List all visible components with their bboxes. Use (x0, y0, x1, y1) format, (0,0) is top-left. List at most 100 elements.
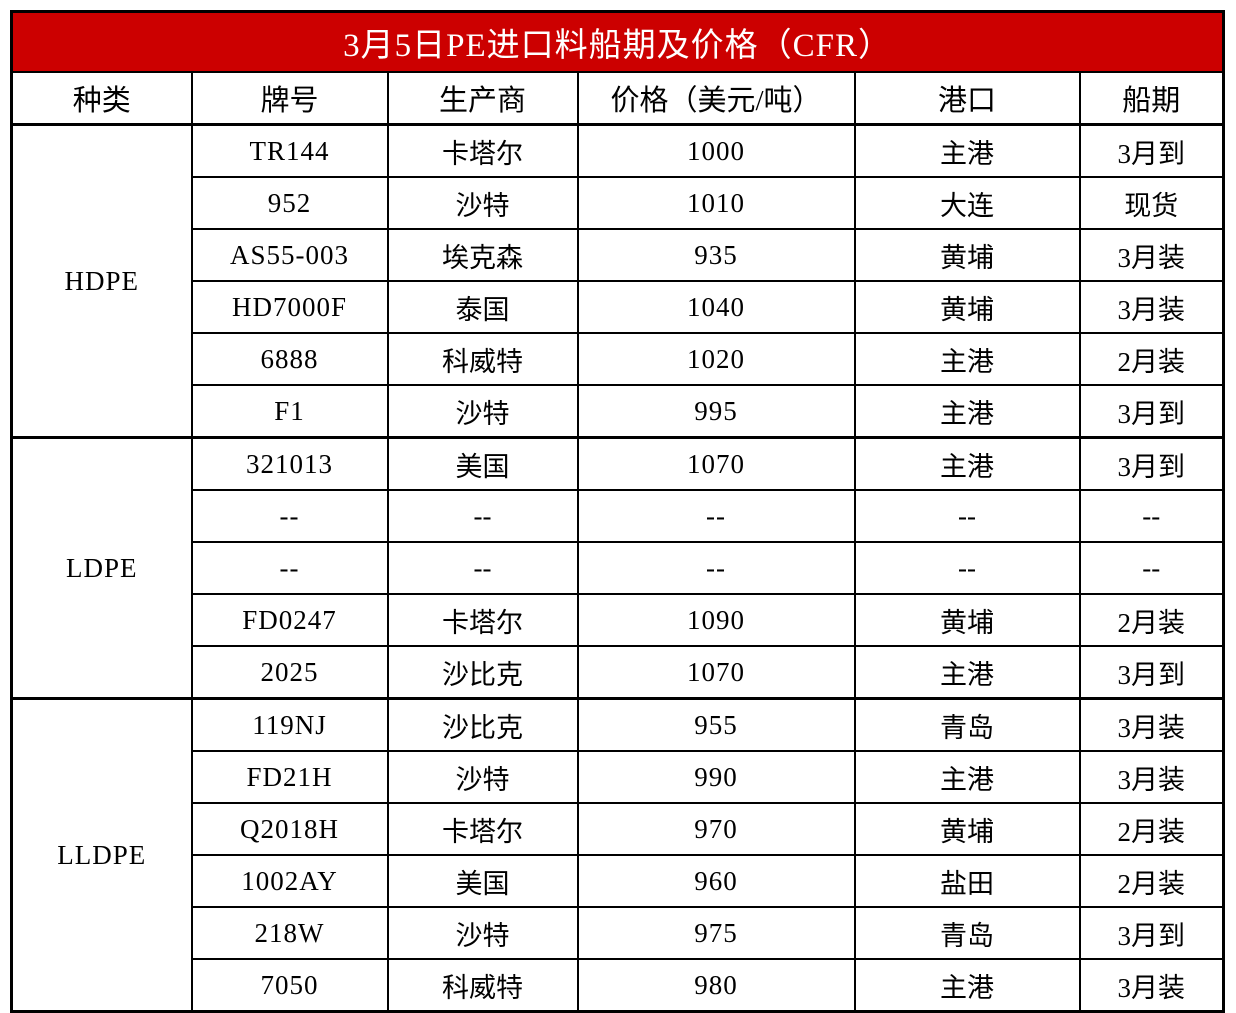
table-title: 3月5日PE进口料船期及价格（CFR） (10, 10, 1225, 73)
cell-price: 1010 (576, 176, 856, 230)
cell-price: 935 (576, 228, 856, 282)
table-row: HD7000F 泰国 1040 黄埔 3月装 (12, 280, 1225, 334)
cell-grade: 7050 (190, 958, 389, 1013)
cell-port: 黄埔 (853, 280, 1081, 334)
cell-grade: AS55-003 (190, 228, 389, 282)
cell-port: -- (853, 541, 1081, 595)
cell-price: -- (576, 541, 856, 595)
table-row: LDPE 321013 美国 1070 主港 3月到 (10, 436, 1225, 700)
cell-price: 975 (576, 906, 856, 960)
cell-grade: 321013 (190, 436, 389, 491)
cell-port: 黄埔 (853, 228, 1081, 282)
cell-ship: 3月到 (1078, 384, 1225, 439)
cell-grade: -- (190, 541, 389, 595)
cell-grade: FD0247 (190, 593, 389, 647)
cell-price: 960 (576, 854, 856, 908)
cell-maker: 沙比克 (386, 697, 579, 752)
cell-ship: 2月装 (1078, 332, 1225, 386)
cell-maker: 埃克森 (386, 228, 579, 282)
cell-maker: 美国 (386, 436, 579, 491)
page-container: 3月5日PE进口料船期及价格（CFR） 种类 牌号 生产商 价格（美元/吨） 港… (10, 10, 1226, 1013)
cell-ship: 3月装 (1078, 228, 1225, 282)
cell-grade: HD7000F (190, 280, 389, 334)
cell-price: 1000 (576, 123, 856, 178)
pe-import-price-table: 3月5日PE进口料船期及价格（CFR） 种类 牌号 生产商 价格（美元/吨） 港… (10, 10, 1226, 1013)
group-label-ldpe: LDPE (10, 436, 193, 700)
cell-maker: 沙特 (386, 384, 579, 439)
cell-ship: 3月到 (1078, 436, 1225, 491)
cell-price: 970 (576, 802, 856, 856)
table-row: FD0247 卡塔尔 1090 黄埔 2月装 (12, 593, 1225, 647)
cell-ship: 3月到 (1078, 906, 1225, 960)
cell-grade: 1002AY (190, 854, 389, 908)
cell-price: 995 (576, 384, 856, 439)
cell-price: 1090 (576, 593, 856, 647)
table-row: -- -- -- -- -- (12, 541, 1225, 595)
cell-grade: TR144 (190, 123, 389, 178)
cell-maker: 美国 (386, 854, 579, 908)
cell-grade: 119NJ (190, 697, 389, 752)
cell-ship: 3月到 (1078, 123, 1225, 178)
cell-grade: 218W (190, 906, 389, 960)
cell-port: 主港 (853, 123, 1081, 178)
column-header-port: 港口 (853, 71, 1081, 126)
cell-port: 主港 (853, 958, 1081, 1013)
cell-ship: 3月到 (1078, 645, 1225, 700)
cell-grade: FD21H (190, 750, 389, 804)
table-row: 1002AY 美国 960 盐田 2月装 (12, 854, 1225, 908)
cell-maker: 卡塔尔 (386, 123, 579, 178)
cell-grade: 6888 (190, 332, 389, 386)
cell-price: 980 (576, 958, 856, 1013)
table-row: -- -- -- -- -- (12, 489, 1225, 543)
title-row: 3月5日PE进口料船期及价格（CFR） (10, 10, 1225, 73)
cell-maker: 泰国 (386, 280, 579, 334)
cell-port: -- (853, 489, 1081, 543)
cell-price: 955 (576, 697, 856, 752)
group-label-lldpe: LLDPE (10, 697, 193, 1013)
table-row: 7050 科威特 980 主港 3月装 (12, 958, 1225, 1013)
cell-maker: 科威特 (386, 958, 579, 1013)
cell-maker: 沙特 (386, 750, 579, 804)
cell-maker: 卡塔尔 (386, 593, 579, 647)
cell-ship: -- (1078, 489, 1225, 543)
column-header-price: 价格（美元/吨） (576, 71, 856, 126)
cell-grade: -- (190, 489, 389, 543)
column-header-grade: 牌号 (190, 71, 389, 126)
table-row: HDPE TR144 卡塔尔 1000 主港 3月到 (10, 123, 1225, 439)
cell-price: 1070 (576, 436, 856, 491)
cell-maker: -- (386, 541, 579, 595)
cell-ship: 2月装 (1078, 854, 1225, 908)
cell-ship: 3月装 (1078, 697, 1225, 752)
cell-port: 黄埔 (853, 593, 1081, 647)
table-row: 218W 沙特 975 青岛 3月到 (12, 906, 1225, 960)
cell-port: 主港 (853, 645, 1081, 700)
cell-maker: 沙比克 (386, 645, 579, 700)
header-row: 种类 牌号 生产商 价格（美元/吨） 港口 船期 (10, 71, 1225, 126)
cell-price: -- (576, 489, 856, 543)
cell-maker: 卡塔尔 (386, 802, 579, 856)
cell-port: 主港 (853, 384, 1081, 439)
cell-grade: 952 (190, 176, 389, 230)
cell-grade: F1 (190, 384, 389, 439)
cell-ship: 3月装 (1078, 280, 1225, 334)
cell-port: 主港 (853, 750, 1081, 804)
cell-price: 990 (576, 750, 856, 804)
table-row: 952 沙特 1010 大连 现货 (12, 176, 1225, 230)
table-row: AS55-003 埃克森 935 黄埔 3月装 (12, 228, 1225, 282)
table-row: Q2018H 卡塔尔 970 黄埔 2月装 (12, 802, 1225, 856)
cell-grade: Q2018H (190, 802, 389, 856)
cell-ship: 3月装 (1078, 958, 1225, 1013)
cell-port: 黄埔 (853, 802, 1081, 856)
table-row: 2025 沙比克 1070 主港 3月到 (12, 645, 1225, 700)
column-header-type: 种类 (10, 71, 193, 126)
table-body: 3月5日PE进口料船期及价格（CFR） 种类 牌号 生产商 价格（美元/吨） 港… (10, 10, 1225, 1013)
cell-port: 主港 (853, 332, 1081, 386)
cell-ship: -- (1078, 541, 1225, 595)
cell-port: 青岛 (853, 906, 1081, 960)
cell-grade: 2025 (190, 645, 389, 700)
cell-port: 盐田 (853, 854, 1081, 908)
cell-maker: 沙特 (386, 176, 579, 230)
cell-price: 1020 (576, 332, 856, 386)
cell-ship: 2月装 (1078, 593, 1225, 647)
group-label-hdpe: HDPE (10, 123, 193, 439)
